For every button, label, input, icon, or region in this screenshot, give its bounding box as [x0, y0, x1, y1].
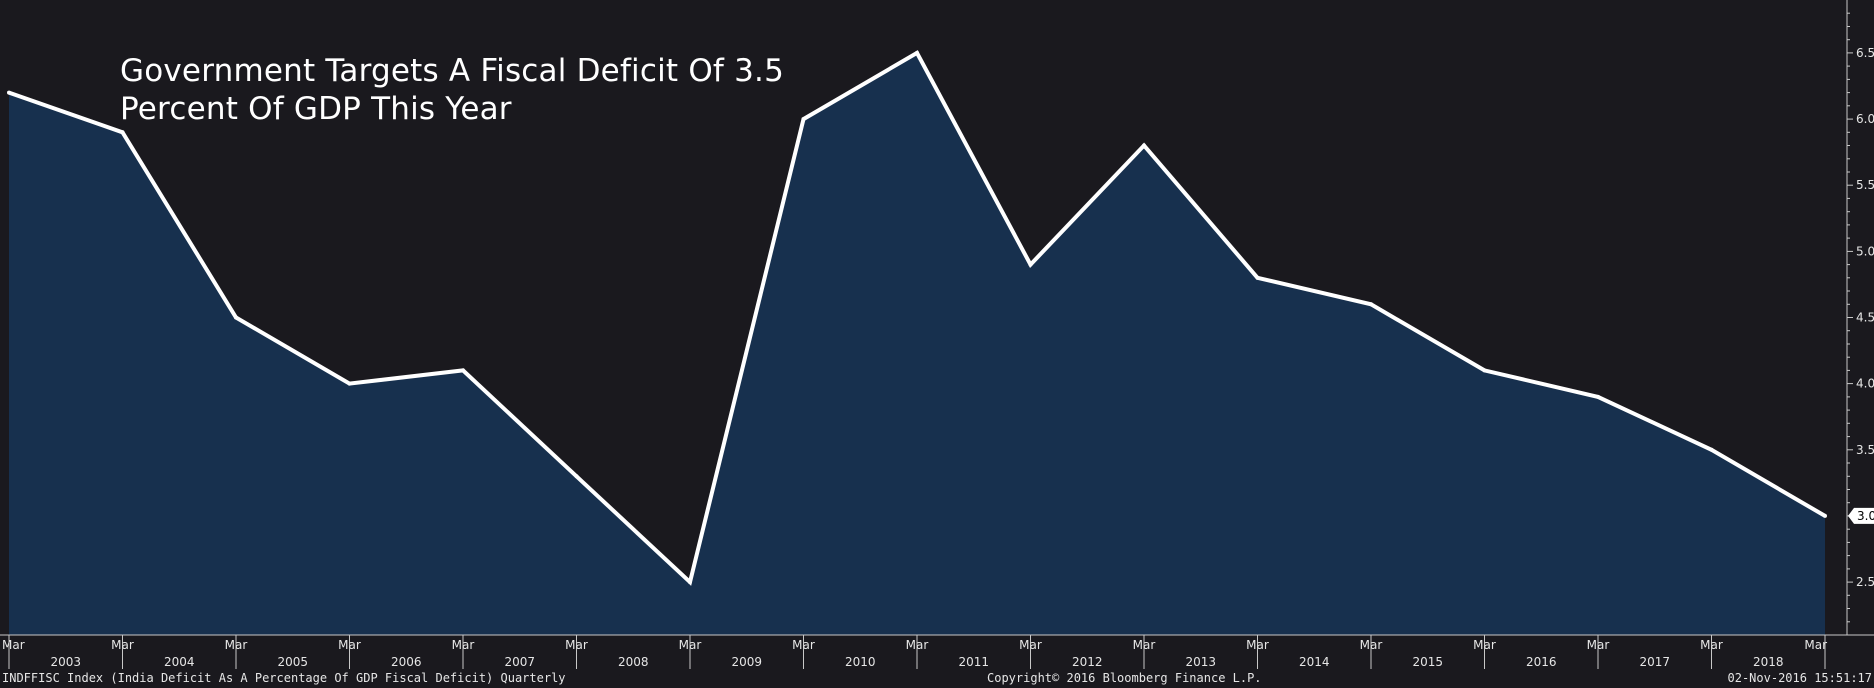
x-year-label: 2017 — [1640, 655, 1671, 669]
x-year-label: 2010 — [845, 655, 876, 669]
footer-timestamp: 02-Nov-2016 15:51:17 — [1727, 671, 1873, 685]
chart-title-line-2: Percent Of GDP This Year — [120, 91, 512, 127]
data-point — [915, 50, 919, 55]
x-tick-label: Mar — [452, 638, 475, 652]
chart-title: Government Targets A Fiscal Deficit Of 3… — [120, 52, 784, 128]
x-year-label: 2012 — [1072, 655, 1103, 669]
x-year-label: 2004 — [164, 655, 195, 669]
x-tick-label: Mar — [1473, 638, 1496, 652]
x-year-label: 2014 — [1299, 655, 1330, 669]
x-tick-label: Mar — [338, 638, 361, 652]
data-point — [1369, 302, 1373, 307]
y-tick-label: 6.0 — [1856, 112, 1874, 126]
y-tick-label: 2.5 — [1856, 575, 1874, 589]
ticks-layer: 2.53.03.54.04.55.05.56.06.53.0MarMarMarM… — [2, 46, 1874, 669]
x-tick-label: Mar — [1019, 638, 1042, 652]
data-point — [1142, 143, 1146, 148]
data-point — [688, 580, 692, 585]
axes-layer — [0, 0, 1874, 669]
x-year-label: 2009 — [732, 655, 763, 669]
data-point — [1255, 275, 1260, 280]
data-point — [1709, 447, 1714, 452]
area-layer — [7, 50, 1827, 635]
x-tick-label: Mar — [2, 638, 25, 652]
x-tick-label: Mar — [1133, 638, 1156, 652]
area-fill — [9, 52, 1825, 635]
data-point — [347, 381, 352, 386]
x-year-label: 2018 — [1753, 655, 1784, 669]
y-tick-label: 5.5 — [1856, 178, 1874, 192]
x-tick-label: Mar — [1246, 638, 1269, 652]
last-value-badge: 3.0 — [1848, 507, 1874, 524]
x-year-label: 2008 — [618, 655, 649, 669]
x-year-label: 2013 — [1186, 655, 1217, 669]
x-tick-label: Mar — [792, 638, 815, 652]
last-value-badge-bg — [1848, 507, 1874, 524]
x-year-label: 2015 — [1413, 655, 1444, 669]
x-tick-label: Mar — [679, 638, 702, 652]
last-value-label: 3.0 — [1857, 509, 1874, 523]
data-point — [120, 130, 125, 135]
x-tick-label: Mar — [111, 638, 134, 652]
data-point — [1482, 368, 1487, 373]
x-tick-label: Mar — [565, 638, 588, 652]
data-point — [461, 368, 465, 373]
x-tick-label: Mar — [1804, 638, 1827, 652]
data-point — [1596, 394, 1600, 399]
y-tick-label: 4.5 — [1856, 311, 1874, 325]
x-year-label: 2006 — [391, 655, 422, 669]
footer-index-label: INDFFISC Index (India Deficit As A Perce… — [2, 671, 566, 685]
data-point — [1028, 262, 1033, 267]
data-point — [7, 90, 11, 95]
x-tick-label: Mar — [1587, 638, 1610, 652]
y-tick-label: 4.0 — [1856, 377, 1874, 391]
data-point — [1823, 513, 1827, 518]
y-tick-label: 6.5 — [1856, 46, 1874, 60]
data-point — [801, 117, 806, 122]
data-point — [574, 474, 579, 479]
x-tick-label: Mar — [1700, 638, 1723, 652]
footer-copyright: Copyright© 2016 Bloomberg Finance L.P. — [987, 671, 1262, 685]
data-point — [234, 315, 238, 320]
x-tick-label: Mar — [1360, 638, 1383, 652]
x-tick-label: Mar — [906, 638, 929, 652]
x-year-label: 2011 — [959, 655, 990, 669]
y-tick-label: 5.0 — [1856, 244, 1874, 258]
x-tick-label: Mar — [225, 638, 248, 652]
x-year-label: 2003 — [51, 655, 82, 669]
chart-title-line-1: Government Targets A Fiscal Deficit Of 3… — [120, 53, 785, 89]
x-year-label: 2005 — [278, 655, 309, 669]
x-year-label: 2007 — [505, 655, 536, 669]
x-year-label: 2016 — [1526, 655, 1557, 669]
y-tick-label: 3.5 — [1856, 443, 1874, 457]
